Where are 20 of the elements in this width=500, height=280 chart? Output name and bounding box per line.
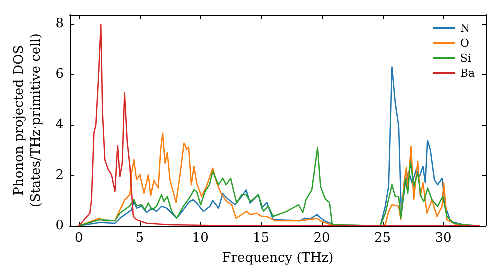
y-tick-label: 4 [56,117,64,132]
y-tick-label: 2 [56,168,64,183]
y-tick-label: 0 [56,218,64,234]
line-series [78,147,481,227]
x-tick-label: 5 [136,231,144,246]
legend-label: O [460,37,470,50]
x-tick-label: 10 [192,231,209,246]
x-tick-label: 30 [435,231,452,246]
x-tick-label: 20 [314,231,330,246]
legend-label: N [460,22,470,35]
legend-label: Ba [460,67,476,80]
y-tick-label: 6 [56,66,64,82]
y-axis-title: Phonon projected DOS (States/THz·primitive cell) [12,33,44,208]
x-tick-label: 25 [374,231,392,246]
legend-label: Si [460,52,472,65]
line-series [78,24,481,227]
x-tick-label: 0 [74,231,84,246]
x-axis-title: Frequency (THz) [222,251,334,266]
x-tick-label: 15 [253,231,270,246]
y-tick-label: 8 [56,16,64,32]
